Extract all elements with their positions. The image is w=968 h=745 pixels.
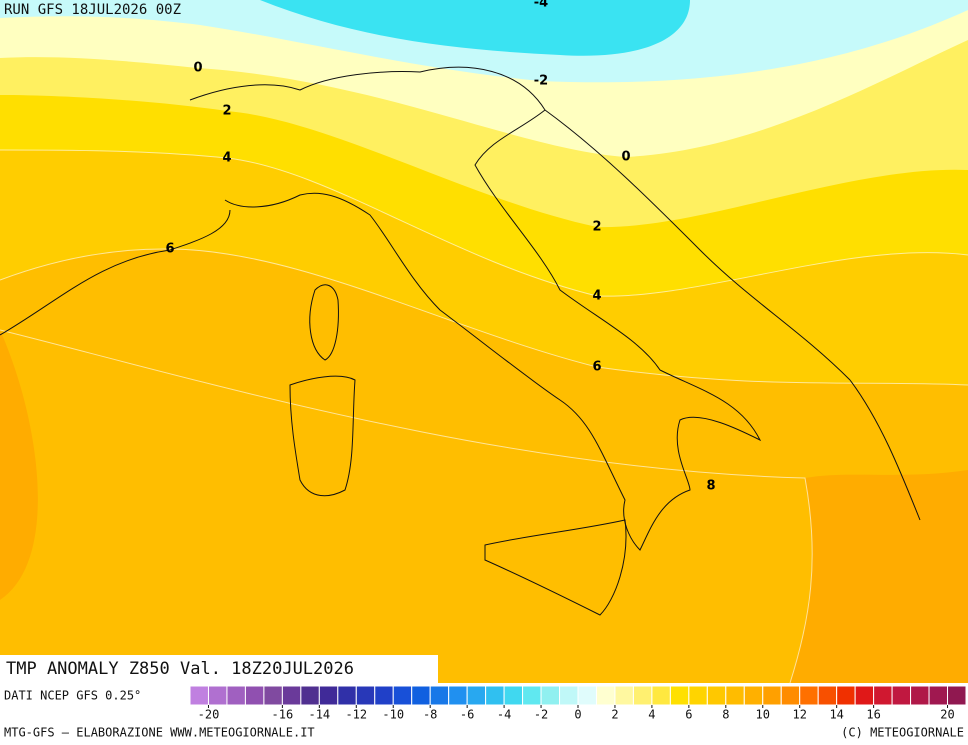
color-swatch (263, 685, 283, 706)
coastlines (0, 66, 921, 616)
source-text: DATI NCEP GFS 0.25° (4, 689, 141, 703)
tick-label: 4 (648, 708, 655, 722)
tick-label: -16 (272, 708, 294, 722)
color-swatch (207, 685, 228, 706)
coast-balkans (544, 109, 921, 521)
map-field (0, 0, 968, 684)
color-swatch (411, 685, 431, 706)
color-swatch (577, 685, 597, 706)
color-swatch (632, 685, 653, 706)
colorbar: -20 -16 -14 -12 -10 -8 -6 -4 -2 0 2 4 6 8 10 12 14 16 20 (189, 685, 967, 722)
color-swatch (244, 685, 265, 706)
isoline (0, 329, 813, 684)
contour-label: 2 (592, 220, 601, 235)
color-swatch (540, 685, 561, 706)
run-header: RUN GFS 18JUL2026 00Z (4, 2, 181, 18)
map-title: TMP ANOMALY Z850 Val. 18Z20JUL2026 (6, 659, 354, 679)
color-swatch (873, 685, 893, 706)
tick-label: -2 (534, 708, 548, 722)
color-swatch (485, 685, 505, 706)
footer-right: (C) METEOGIORNALE (841, 726, 964, 740)
color-swatch (429, 685, 450, 706)
color-swatch (337, 685, 357, 706)
color-swatch (281, 685, 302, 706)
title-box (0, 655, 438, 683)
tick-label: 14 (829, 708, 843, 722)
tick-label: -4 (497, 708, 511, 722)
color-swatch (854, 685, 875, 706)
tick-label: -10 (382, 708, 404, 722)
color-swatch (669, 685, 690, 706)
isoline (0, 149, 968, 297)
footer-left: MTG-GFS — ELABORAZIONE WWW.METEOGIORNALE… (4, 726, 315, 740)
tick-label: 20 (940, 708, 954, 722)
color-swatch (910, 685, 930, 706)
color-swatch (374, 685, 394, 706)
coast-sardinia (289, 375, 356, 497)
tick-label: -8 (423, 708, 437, 722)
color-swatch (799, 685, 819, 706)
color-swatch (300, 685, 320, 706)
tick-label: 10 (756, 708, 770, 722)
tick-label: 16 (866, 708, 880, 722)
tick-label: 8 (722, 708, 729, 722)
color-swatch (522, 685, 542, 706)
color-swatch (614, 685, 634, 706)
contour-label: -2 (534, 74, 548, 89)
contour-label: 4 (592, 289, 601, 304)
color-swatch (355, 685, 376, 706)
tick-label: 6 (685, 708, 692, 722)
color-swatch (743, 685, 764, 706)
contour-label: 8 (706, 479, 715, 494)
color-swatch (836, 685, 856, 706)
tick-label: -14 (308, 708, 330, 722)
tick-label: 12 (792, 708, 806, 722)
contour-label: 2 (222, 104, 231, 119)
color-swatch (189, 685, 209, 706)
color-swatch (725, 685, 745, 706)
color-swatch (392, 685, 413, 706)
coast-italy (189, 66, 762, 551)
color-swatch (226, 685, 246, 706)
color-swatch (762, 685, 782, 706)
contour-label: 6 (165, 242, 174, 257)
tick-label: -6 (460, 708, 474, 722)
color-swatch (947, 685, 967, 706)
color-swatch (651, 685, 671, 706)
color-swatch (706, 685, 727, 706)
tick-label: -20 (198, 708, 220, 722)
coast-sicily (484, 519, 627, 616)
band-minus-4 (260, 0, 690, 56)
coast-corsica (309, 284, 339, 361)
contour-label: 0 (193, 61, 202, 76)
tick-label: 2 (611, 708, 618, 722)
color-swatch (780, 685, 801, 706)
color-swatch (891, 685, 912, 706)
tick-label: 0 (574, 708, 581, 722)
coast-france (0, 209, 231, 336)
color-swatch (318, 685, 339, 706)
color-swatch (466, 685, 487, 706)
color-swatch (688, 685, 708, 706)
isoline (0, 248, 968, 386)
contour-labels: -4 -2 0 0 2 2 4 4 6 6 8 (165, 0, 715, 494)
color-swatch (448, 685, 468, 706)
contour-label: 0 (621, 150, 630, 165)
color-swatch (928, 685, 949, 706)
color-swatch (817, 685, 838, 706)
color-swatch (559, 685, 579, 706)
contour-label: 4 (222, 151, 231, 166)
contour-label: 6 (592, 360, 601, 375)
tick-label: -12 (345, 708, 367, 722)
color-swatch (595, 685, 616, 706)
contour-label: -4 (534, 0, 548, 11)
color-swatch (503, 685, 524, 706)
